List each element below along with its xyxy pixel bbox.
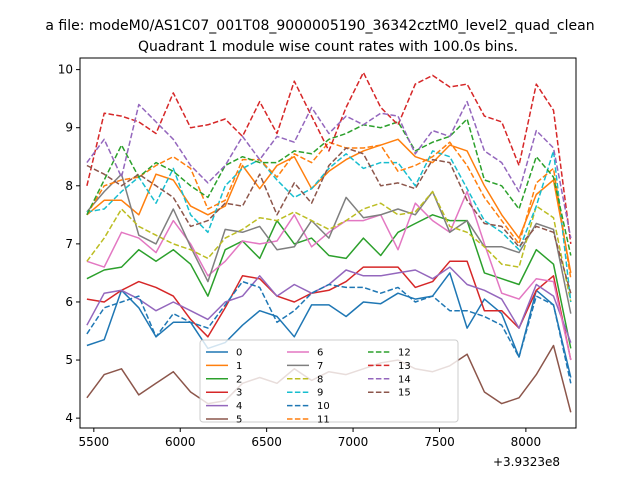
series-line-12 bbox=[86, 118, 572, 256]
legend-label-15: 15 bbox=[398, 388, 411, 399]
y-tick-label: 10 bbox=[58, 63, 73, 77]
y-tick-label: 7 bbox=[65, 237, 73, 251]
legend-label-7: 7 bbox=[317, 361, 323, 372]
series-line-0 bbox=[86, 272, 572, 378]
x-axis: 5500 6000 6500 7000 7500 8000 bbox=[79, 428, 542, 449]
plot-frame bbox=[79, 57, 577, 429]
series-line-6 bbox=[86, 190, 572, 361]
series-line-13 bbox=[86, 71, 572, 244]
y-tick-label: 8 bbox=[65, 179, 73, 193]
x-tick-label: 6500 bbox=[251, 435, 282, 449]
y-tick-label: 5 bbox=[65, 353, 73, 367]
series-line-14 bbox=[86, 100, 572, 239]
x-tick-label: 7000 bbox=[338, 435, 369, 449]
series-line-3 bbox=[86, 260, 572, 361]
y-axis: 4 5 6 7 8 9 10 bbox=[58, 63, 80, 425]
series-line-11 bbox=[86, 141, 572, 279]
legend-label-1: 1 bbox=[236, 361, 242, 372]
legend-label-8: 8 bbox=[317, 374, 323, 385]
series-line-9 bbox=[86, 150, 572, 303]
x-offset-label: +3.9323e8 bbox=[493, 455, 560, 469]
legend-label-14: 14 bbox=[398, 374, 411, 385]
x-tick-label: 6000 bbox=[165, 435, 196, 449]
legend-label-11: 11 bbox=[317, 415, 330, 426]
legend-label-0: 0 bbox=[236, 348, 242, 359]
legend-label-10: 10 bbox=[317, 401, 330, 412]
y-tick-label: 4 bbox=[65, 411, 73, 425]
series-line-10 bbox=[86, 280, 572, 384]
series-line-15 bbox=[86, 147, 572, 294]
figure-suptitle: a file: modeM0/AS1C07_001T08_9000005190_… bbox=[45, 18, 594, 34]
series-line-2 bbox=[86, 214, 572, 349]
series-line-8 bbox=[86, 190, 572, 303]
x-tick-label: 8000 bbox=[511, 435, 542, 449]
legend-label-9: 9 bbox=[317, 388, 323, 399]
legend-box bbox=[199, 339, 459, 423]
x-tick-label: 5500 bbox=[79, 435, 110, 449]
y-tick-label: 6 bbox=[65, 295, 73, 309]
series-line-1 bbox=[86, 138, 572, 274]
legend-label-13: 13 bbox=[398, 361, 411, 372]
series-line-7 bbox=[86, 173, 572, 314]
chart-title: Quadrant 1 module wise count rates with … bbox=[138, 39, 518, 55]
legend-label-6: 6 bbox=[317, 348, 323, 359]
legend-label-2: 2 bbox=[236, 374, 242, 385]
legend-label-3: 3 bbox=[236, 388, 242, 399]
legend-label-12: 12 bbox=[398, 348, 411, 359]
x-tick-label: 7500 bbox=[424, 435, 455, 449]
legend-label-5: 5 bbox=[236, 415, 242, 426]
legend-label-4: 4 bbox=[236, 401, 242, 412]
y-tick-label: 9 bbox=[65, 121, 73, 135]
